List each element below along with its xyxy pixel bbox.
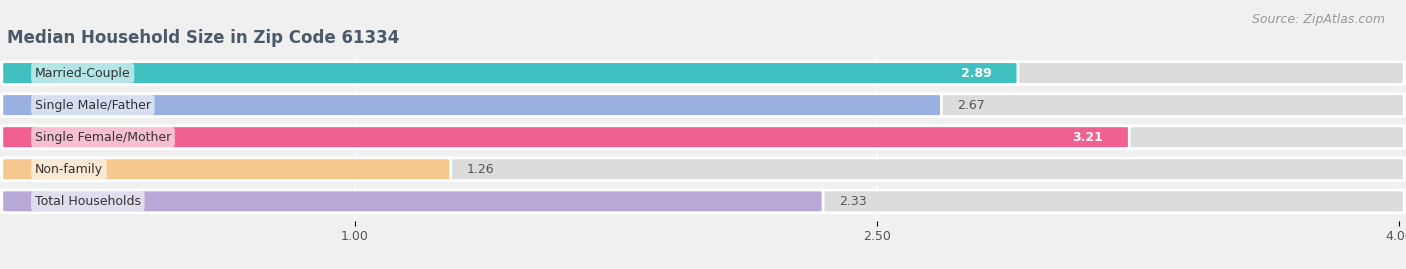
FancyBboxPatch shape: [1, 158, 1405, 181]
Text: Single Male/Father: Single Male/Father: [35, 99, 150, 112]
Text: 2.33: 2.33: [839, 195, 866, 208]
Text: 2.89: 2.89: [962, 66, 991, 80]
FancyBboxPatch shape: [1, 94, 942, 116]
FancyBboxPatch shape: [1, 94, 1405, 116]
Text: 1.26: 1.26: [467, 163, 494, 176]
FancyBboxPatch shape: [1, 126, 1129, 148]
Text: 3.21: 3.21: [1073, 131, 1104, 144]
Text: 2.67: 2.67: [957, 99, 984, 112]
Text: Source: ZipAtlas.com: Source: ZipAtlas.com: [1251, 13, 1385, 26]
Text: Total Households: Total Households: [35, 195, 141, 208]
Text: Non-family: Non-family: [35, 163, 103, 176]
FancyBboxPatch shape: [1, 62, 1018, 84]
FancyBboxPatch shape: [1, 190, 823, 213]
Text: Married-Couple: Married-Couple: [35, 66, 131, 80]
Text: Median Household Size in Zip Code 61334: Median Household Size in Zip Code 61334: [7, 29, 399, 47]
FancyBboxPatch shape: [1, 158, 451, 181]
FancyBboxPatch shape: [1, 62, 1405, 84]
Text: Single Female/Mother: Single Female/Mother: [35, 131, 172, 144]
FancyBboxPatch shape: [1, 126, 1405, 148]
FancyBboxPatch shape: [1, 190, 1405, 213]
